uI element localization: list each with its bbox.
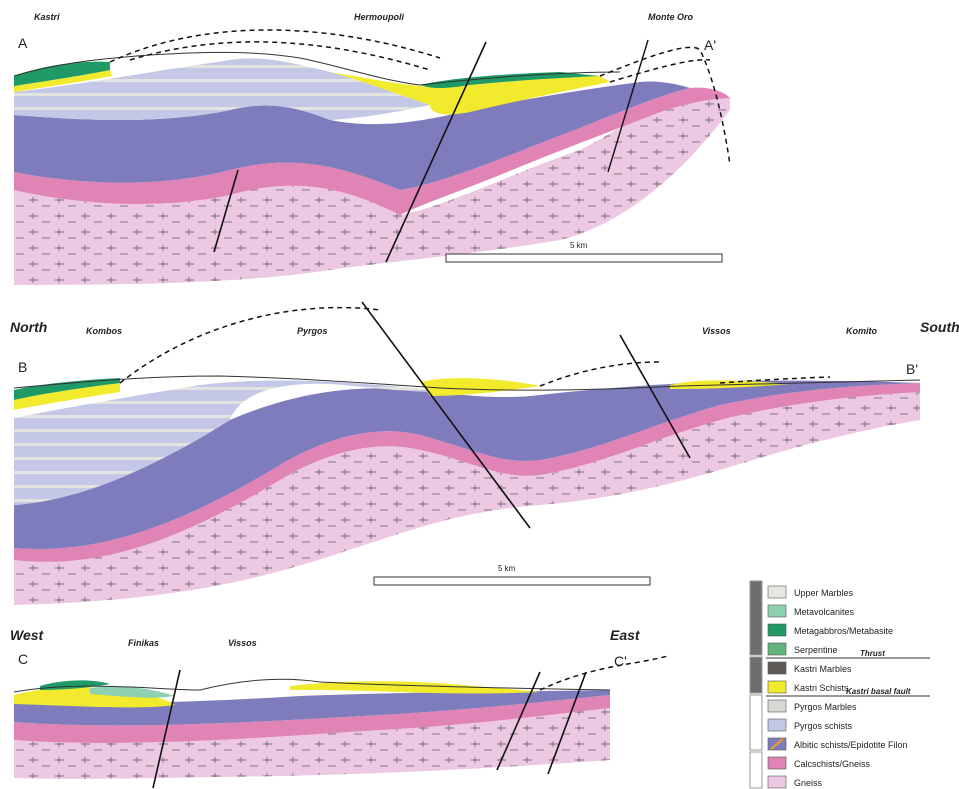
- legend-label: Metagabbros/Metabasite: [794, 626, 893, 636]
- legend-thrust-label: Thrust: [860, 649, 885, 658]
- section-a-scale-label: 5 km: [570, 241, 588, 250]
- section-c-kastri-schists: [14, 687, 175, 708]
- section-b-left-direction: North: [10, 319, 47, 335]
- section-b-dashed-3: [719, 376, 831, 384]
- section-c-dashed-1: [539, 655, 669, 691]
- section-b-place-2: Pyrgos: [297, 326, 328, 336]
- section-a-dashed-2: [129, 41, 431, 71]
- legend-swatch: [767, 699, 787, 713]
- legend-swatch: [767, 642, 787, 656]
- legend-label: Calcschists/Gneiss: [794, 759, 871, 769]
- section-a-albitic-schists: [14, 81, 690, 190]
- legend-swatch: [767, 756, 787, 770]
- section-b-place-3: Vissos: [702, 326, 731, 336]
- legend-label: Upper Marbles: [794, 588, 854, 598]
- legend: Upper Marbles Metavolcanites Metagabbros/M…: [749, 580, 930, 789]
- section-c-surface: [13, 678, 611, 693]
- section-a-calcschists: [14, 87, 730, 215]
- section-c-metavolcanites: [90, 686, 175, 698]
- section-a-pyrgos-schists: [14, 58, 430, 120]
- section-b-albitic-schists: [14, 380, 920, 549]
- section-b-left-label: B: [18, 359, 27, 375]
- section-a-fault-2: [385, 41, 487, 263]
- section-a: A A' Kastri Hermoupoli Monte Oro 5 km: [13, 12, 731, 285]
- section-c-place-2: Vissos: [228, 638, 257, 648]
- section-b-right-label: B': [906, 361, 918, 377]
- section-c-right-direction: East: [610, 627, 641, 643]
- section-c-left-label: C: [18, 651, 28, 667]
- section-c-place-1: Finikas: [128, 638, 159, 648]
- legend-filon-mark: [770, 738, 784, 750]
- legend-swatch: [767, 585, 787, 599]
- section-b: North South B B' Kombos Pyrgos Vissos Ko…: [10, 301, 959, 605]
- section-b-kastri-schists-mid: [420, 378, 540, 396]
- section-b-scale-bar: [373, 576, 651, 586]
- section-b-surface: [13, 375, 921, 391]
- section-a-fault-3: [607, 39, 649, 173]
- legend-swatch: [767, 661, 787, 675]
- section-a-left-label: A: [18, 35, 28, 51]
- section-a-scale-bar: [445, 253, 723, 263]
- section-b-dashed-2: [539, 361, 661, 387]
- section-c-albitic-schists: [14, 690, 610, 726]
- section-a-dashed-3: [599, 46, 731, 166]
- legend-swatch: [767, 680, 787, 694]
- section-a-place-3: Monte Oro: [648, 12, 693, 22]
- legend-swatch: [767, 775, 787, 789]
- legend-label: Albitic schists/Epidotite Filon: [794, 740, 908, 750]
- legend-label: Serpentine: [794, 645, 838, 655]
- section-b-place-1: Kombos: [86, 326, 122, 336]
- legend-label: Pyrgos Marbles: [794, 702, 857, 712]
- legend-group-bar: [749, 656, 763, 694]
- legend-label: Metavolcanites: [794, 607, 855, 617]
- section-c-gneiss: [14, 708, 610, 779]
- legend-swatch: [767, 623, 787, 637]
- legend-basal-fault-label: Kastri basal fault: [846, 687, 911, 696]
- section-c-kastri-schists-east: [290, 681, 540, 694]
- section-c: West East C C' Finikas Vissos: [10, 627, 669, 789]
- section-c-metagabbro: [40, 680, 110, 690]
- legend-label: Gneiss: [794, 778, 823, 788]
- legend-label: Kastri Schists: [794, 683, 849, 693]
- section-b-kastri-schists-left: [14, 383, 120, 410]
- section-a-place-1: Kastri: [34, 12, 60, 22]
- legend-group-bar: [749, 694, 763, 751]
- section-a-right-label: A': [704, 37, 716, 53]
- section-c-left-direction: West: [10, 627, 45, 643]
- section-c-calcschists: [14, 695, 610, 743]
- section-a-gneiss: [14, 91, 730, 285]
- section-a-metagabbro-left: [14, 61, 110, 86]
- legend-swatch: [767, 604, 787, 618]
- section-a-dashed-1: [109, 29, 441, 63]
- section-b-scale-label: 5 km: [498, 564, 516, 573]
- section-b-place-4: Komito: [846, 326, 877, 336]
- section-b-dashed-1: [119, 306, 381, 384]
- section-b-gneiss: [14, 392, 920, 605]
- section-b-right-direction: South: [920, 319, 959, 335]
- section-a-place-2: Hermoupoli: [354, 12, 405, 22]
- legend-group-bar: [749, 580, 763, 656]
- section-a-metagabbro-mid: [420, 72, 600, 89]
- legend-label: Kastri Marbles: [794, 664, 852, 674]
- section-b-fault-2: [619, 334, 691, 459]
- section-a-kastri-schists-mid: [330, 72, 610, 115]
- legend-group-bar: [749, 751, 763, 789]
- section-c-fault-1: [152, 669, 181, 789]
- legend-swatch: [767, 718, 787, 732]
- section-a-dashed-4: [609, 59, 711, 83]
- section-b-fault-1: [361, 301, 531, 529]
- section-b-calcschists: [14, 383, 920, 562]
- legend-label: Pyrgos schists: [794, 721, 853, 731]
- section-c-right-label: C': [614, 653, 627, 669]
- section-b-pyrgos-schists: [14, 380, 440, 505]
- section-c-fault-2: [496, 671, 541, 771]
- section-b-metagabbro-left: [14, 378, 120, 400]
- section-a-kastri-schists-left: [14, 70, 112, 92]
- section-a-fault-1: [213, 169, 239, 253]
- section-c-fault-3: [547, 671, 587, 775]
